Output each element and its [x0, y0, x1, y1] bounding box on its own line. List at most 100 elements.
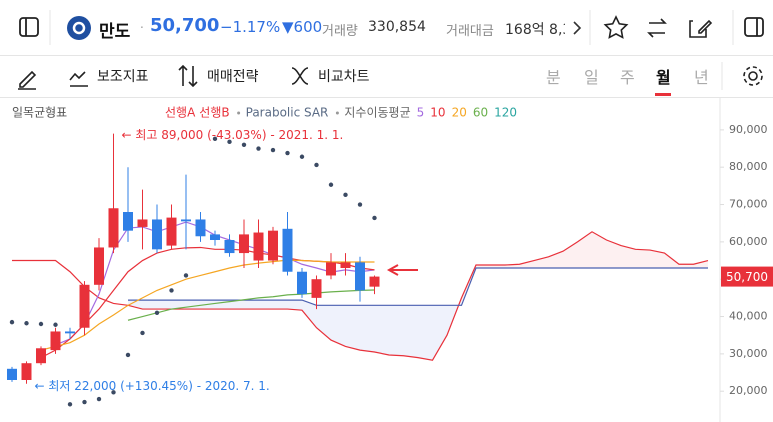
candle-body: [7, 368, 17, 380]
candle-body: [123, 212, 133, 231]
cloud-fill: [606, 240, 621, 268]
svg-text:·: ·: [140, 21, 144, 35]
sar-dot: [111, 390, 116, 395]
toolbar-button[interactable]: 매매전략: [207, 69, 259, 85]
sar-dot: [212, 136, 218, 142]
period-button[interactable]: 주: [620, 68, 635, 87]
stock-name: 만도: [99, 22, 131, 42]
candle-body: [340, 262, 351, 268]
candle-body: [166, 217, 177, 246]
ema-line: [40, 259, 375, 351]
sar-dot: [285, 150, 290, 156]
cloud-fill: [258, 300, 273, 310]
cloud-fill: [693, 260, 708, 268]
low-annotation: ← 최저 22,000 (+130.45%) - 2020. 7. 1.: [35, 379, 270, 393]
change-pct: −1.17%: [220, 18, 281, 36]
period-button[interactable]: 일: [584, 68, 599, 87]
cloud-fill: [142, 300, 157, 310]
candle-body: [181, 219, 191, 222]
candle-body: [297, 271, 307, 295]
cloud-fill: [273, 300, 288, 310]
sar-dot: [82, 399, 87, 405]
period-button[interactable]: 년: [694, 68, 709, 87]
cloud-fill: [635, 249, 650, 268]
cloud-fill: [650, 250, 665, 268]
candle-body: [36, 348, 46, 364]
amount-label: 거래대금: [446, 24, 494, 39]
legend-entry: 선행B: [199, 105, 229, 120]
span-b-line: [128, 267, 708, 306]
candle-body: [195, 219, 206, 237]
legend-separator: [335, 111, 339, 115]
period-underline: [655, 93, 671, 96]
price-tag: [721, 266, 773, 287]
cloud-fill: [360, 305, 375, 352]
cloud-fill: [244, 300, 259, 310]
sar-dot: [343, 192, 348, 198]
candle-body: [152, 219, 162, 250]
cloud-fill: [679, 264, 694, 268]
volume: 330,854: [368, 19, 426, 35]
price-tag-label: 50,700: [726, 270, 768, 284]
favorite-button[interactable]: [603, 15, 629, 39]
cloud-fill: [374, 305, 389, 355]
swap-button[interactable]: [647, 18, 667, 38]
candle-body: [50, 331, 61, 351]
ema-line: [127, 289, 375, 321]
sar-dot: [328, 182, 334, 187]
draw-button[interactable]: [18, 70, 37, 90]
y-tick-label: 30,000: [729, 347, 768, 360]
cloud-fill: [403, 305, 418, 358]
panel-icon[interactable]: [744, 17, 764, 37]
high-annotation: ← 최고 89,000 (-43.03%) - 2021. 1. 1.: [122, 128, 344, 142]
candle-body: [311, 279, 322, 298]
cloud-fill: [389, 305, 404, 356]
sar-dot: [96, 396, 102, 402]
amount: 168억 8,3: [505, 22, 565, 38]
period-button[interactable]: 월: [656, 68, 671, 87]
cloud-fill: [664, 253, 679, 268]
more-arrow[interactable]: [573, 21, 582, 35]
legend-entry: 60: [473, 106, 488, 120]
price: 50,700: [150, 15, 220, 36]
cloud-fill: [345, 305, 360, 351]
toolbar-button[interactable]: 비교차트: [318, 69, 370, 85]
cloud-fill: [287, 300, 302, 311]
y-tick-label: 80,000: [729, 160, 768, 173]
legend-entry: 10: [430, 106, 445, 120]
sar-dot: [227, 139, 232, 145]
sar-dot: [140, 330, 145, 336]
sar-dot: [154, 310, 160, 315]
candle-body: [79, 284, 90, 328]
candle-body: [268, 230, 278, 261]
sar-dot: [314, 162, 319, 168]
period-button[interactable]: 분: [546, 68, 561, 87]
sar-dot: [372, 215, 377, 221]
toolbar: 보조지표 매매전략 비교차트 분 일 주 월 년: [0, 55, 773, 98]
edit-button[interactable]: [689, 19, 713, 38]
sar-dot: [183, 273, 189, 278]
cloud-fill: [563, 241, 578, 268]
sar-dot: [53, 322, 58, 327]
cloud-fill: [229, 300, 244, 310]
header: · 만도 50,700 −1.17% ▼600 거래량 330,854 거래대금…: [0, 0, 773, 56]
settings-button[interactable]: [748, 71, 758, 81]
candle-body: [239, 234, 249, 254]
sar-dot: [256, 146, 261, 151]
sar-dot: [67, 402, 73, 407]
sidebar-icon[interactable]: [19, 17, 39, 37]
toolbar-icons: [18, 62, 763, 96]
toolbar-button[interactable]: 보조지표: [97, 69, 149, 85]
amount-clip: 168억 8,3: [505, 19, 565, 39]
sar-dot: [270, 147, 276, 153]
sar-dot: [299, 154, 305, 159]
legend-entry: Parabolic SAR: [246, 106, 329, 120]
cloud-fill: [331, 305, 346, 347]
sar-dot: [38, 321, 44, 327]
sar-dot: [357, 202, 363, 207]
legend-entry: 5: [417, 106, 425, 120]
candle-body: [210, 234, 220, 240]
sar-dot: [24, 321, 29, 326]
